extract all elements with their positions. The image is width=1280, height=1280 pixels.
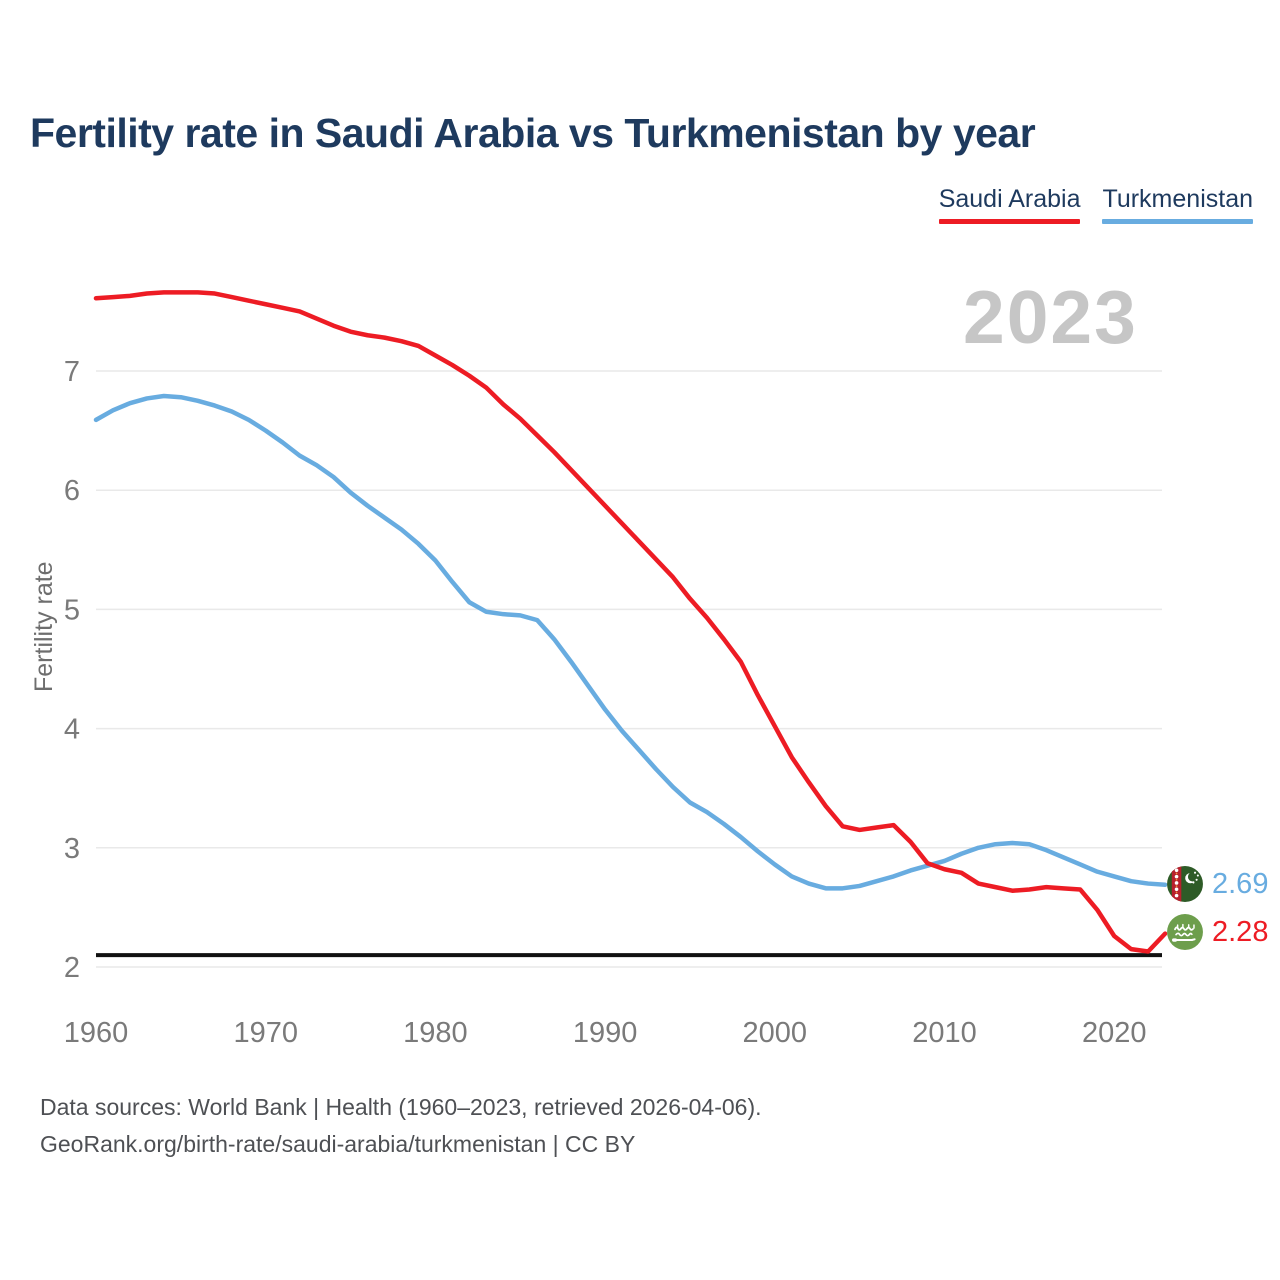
end-value-saudi-arabia: 2.28	[1212, 915, 1269, 948]
x-tick-label: 1990	[573, 1017, 638, 1049]
y-tick-label: 2	[64, 952, 80, 984]
saudi-arabia-flag-icon	[1167, 914, 1203, 950]
x-tick-label: 2000	[743, 1017, 808, 1049]
legend-item-turkmenistan[interactable]: Turkmenistan	[1102, 185, 1253, 224]
legend: Saudi Arabia Turkmenistan	[938, 185, 1253, 224]
series-line-saudi-arabia	[93, 290, 1168, 954]
x-tick-label: 2010	[912, 1017, 977, 1049]
turkmenistan-flag-icon	[1167, 866, 1203, 902]
y-tick-label: 5	[64, 594, 80, 626]
series-line-turkmenistan	[93, 393, 1168, 891]
legend-label: Turkmenistan	[1102, 185, 1253, 213]
end-label-saudi-arabia: 2.28	[1166, 913, 1268, 951]
end-label-turkmenistan: 2.69	[1166, 865, 1268, 903]
legend-color-swatch	[1102, 219, 1253, 224]
legend-color-swatch	[938, 219, 1081, 224]
y-tick-label: 7	[64, 356, 80, 388]
end-value-turkmenistan: 2.69	[1212, 867, 1269, 900]
x-tick-label: 1960	[64, 1017, 129, 1049]
x-tick-label: 1980	[403, 1017, 468, 1049]
legend-label: Saudi Arabia	[938, 185, 1081, 213]
y-tick-label: 4	[64, 714, 80, 746]
page-title: Fertility rate in Saudi Arabia vs Turkme…	[30, 110, 1036, 156]
legend-item-saudi-arabia[interactable]: Saudi Arabia	[938, 185, 1081, 224]
x-tick-label: 1970	[233, 1017, 298, 1049]
y-tick-label: 3	[64, 833, 80, 865]
y-axis-label: Fertility rate	[30, 561, 58, 692]
footer: Data sources: World Bank | Health (1960–…	[40, 1089, 762, 1163]
attribution-line: GeoRank.org/birth-rate/saudi-arabia/turk…	[40, 1131, 636, 1157]
y-tick-label: 6	[64, 475, 80, 507]
year-watermark: 2023	[963, 275, 1138, 359]
x-tick-label: 2020	[1082, 1017, 1147, 1049]
data-sources-line: Data sources: World Bank | Health (1960–…	[40, 1094, 762, 1120]
